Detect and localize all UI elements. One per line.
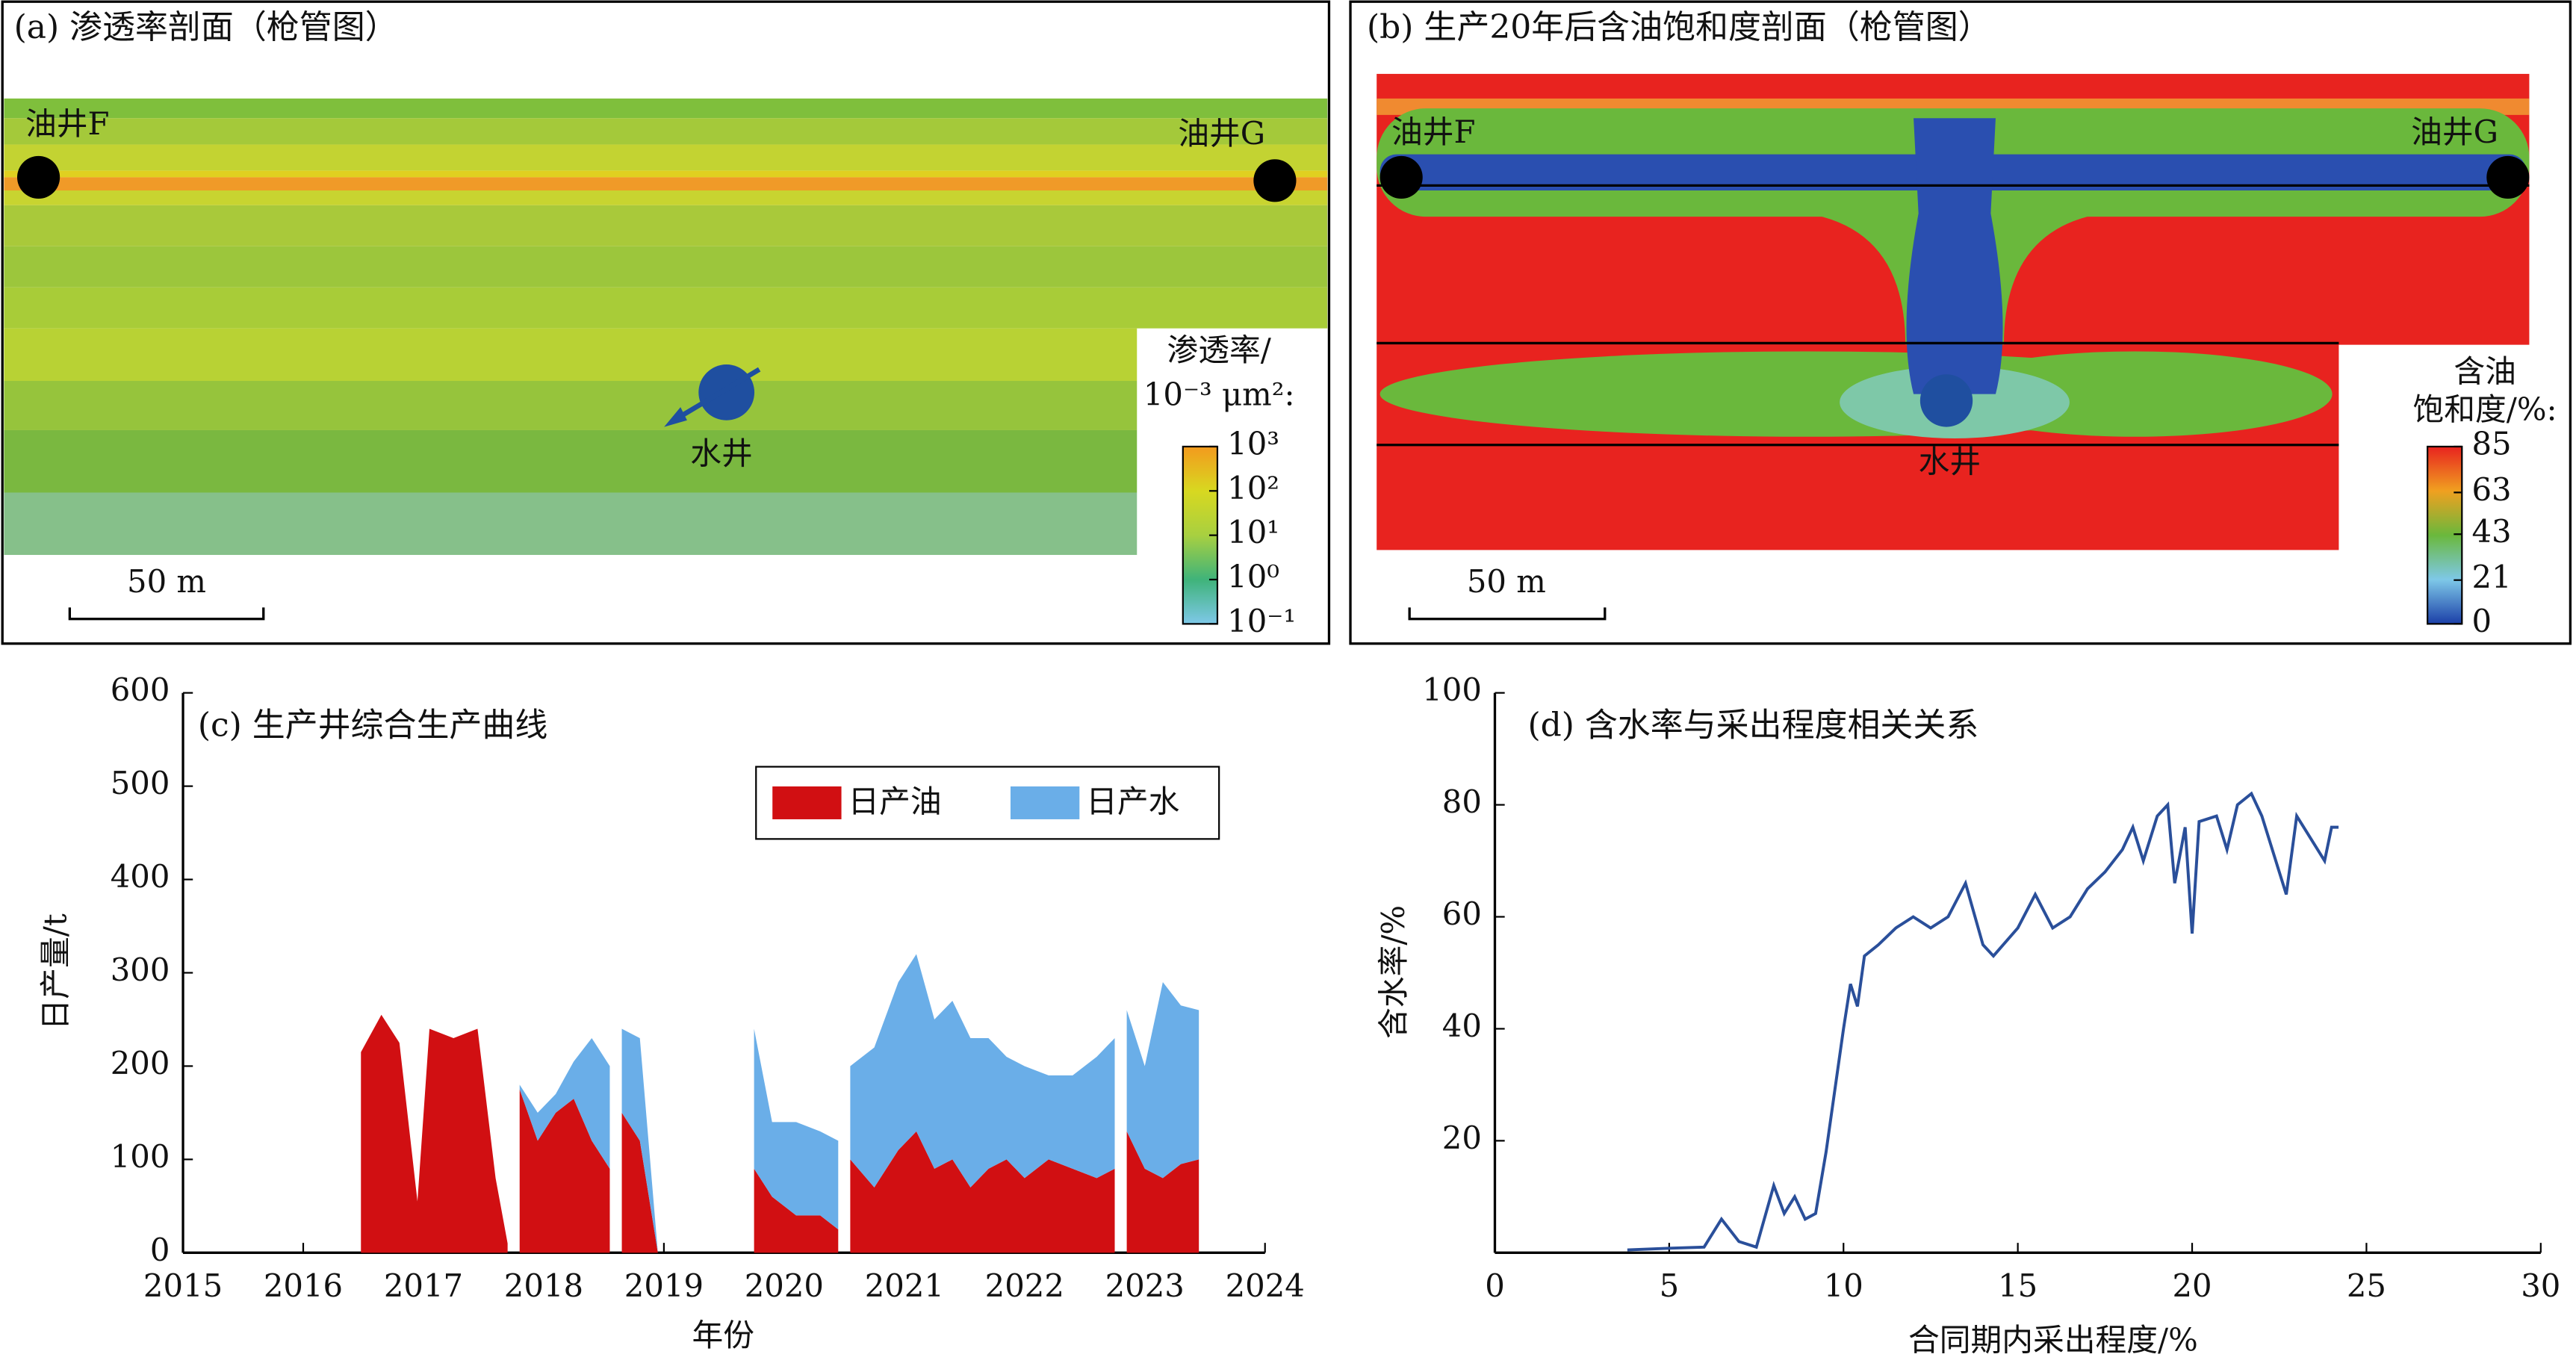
colorbar-tick-label: 10² [1227, 470, 1279, 506]
x-tick-label: 2020 [745, 1267, 824, 1304]
x-tick-label: 2023 [1105, 1267, 1185, 1304]
y-tick-label: 400 [111, 858, 170, 895]
x-tick-label: 25 [2347, 1267, 2386, 1304]
y-tick-label: 80 [1442, 783, 1482, 820]
colorbar-tick-label: 21 [2471, 559, 2511, 595]
y-tick-label: 100 [1422, 671, 1482, 708]
x-tick-label: 30 [2521, 1267, 2560, 1304]
y-tick-label: 20 [1442, 1120, 1482, 1156]
y-axis-label: 日产量/t [37, 913, 73, 1030]
panel-title: (c) 生产井综合生产曲线 [198, 706, 547, 744]
water-well-label: 水井 [690, 435, 752, 472]
well-f-label: 油井F [1391, 114, 1475, 150]
y-tick-label: 40 [1442, 1008, 1482, 1044]
x-tick-label: 5 [1660, 1267, 1680, 1304]
legend-label: 日产水 [1086, 783, 1179, 820]
x-tick-label: 2021 [865, 1267, 944, 1304]
well-g-label: 油井G [2411, 114, 2498, 150]
legend-swatch [772, 786, 842, 819]
x-tick-label: 2024 [1226, 1267, 1305, 1304]
x-tick-label: 2019 [624, 1267, 704, 1304]
colorbar-tick-label: 10⁻¹ [1227, 603, 1296, 639]
y-tick-label: 100 [111, 1138, 170, 1175]
x-tick-label: 2016 [264, 1267, 343, 1304]
well-f-label: 油井F [25, 105, 109, 142]
legend-label: 日产油 [848, 783, 941, 820]
scale-bar-label: 50 m [127, 563, 206, 600]
well-g-label: 油井G [1178, 115, 1265, 152]
colorbar-title: 饱和度/%: [2413, 391, 2557, 427]
y-tick-label: 500 [111, 765, 170, 801]
x-tick-label: 10 [1824, 1267, 1863, 1304]
x-tick-label: 2022 [985, 1267, 1064, 1304]
y-tick-label: 200 [111, 1045, 170, 1081]
x-tick-label: 2015 [143, 1267, 223, 1304]
colorbar-title: 渗透率/ [1167, 332, 1272, 368]
panel-title: (b) 生产20年后含油饱和度剖面（枪管图） [1367, 8, 1991, 46]
y-tick-label: 300 [111, 951, 170, 988]
x-tick-label: 2017 [384, 1267, 463, 1304]
colorbar-title: 含油 [2454, 353, 2516, 390]
colorbar-tick-label: 63 [2471, 471, 2511, 508]
y-tick-label: 0 [150, 1232, 170, 1268]
scale-bar-label: 50 m [1467, 563, 1546, 600]
water-well-label: 水井 [1919, 444, 1981, 480]
panel-a-image [1, 0, 1331, 645]
y-tick-label: 600 [111, 671, 170, 708]
y-axis-label: 含水率/% [1375, 905, 1412, 1039]
panel-title: (d) 含水率与采出程度相关关系 [1527, 706, 1978, 744]
x-axis-label: 合同期内采出程度/% [1908, 1322, 2198, 1359]
x-tick-label: 15 [1998, 1267, 2037, 1304]
colorbar-tick-label: 10¹ [1227, 514, 1279, 550]
panel-b-image [1349, 0, 2572, 645]
panel-title: (a) 渗透率剖面（枪管图） [14, 8, 398, 46]
legend-swatch [1010, 786, 1080, 819]
area [361, 1014, 1199, 1253]
x-tick-label: 0 [1485, 1267, 1505, 1304]
x-axis-label: 年份 [692, 1317, 755, 1353]
colorbar-tick-label: 43 [2471, 513, 2511, 550]
x-tick-label: 20 [2172, 1267, 2212, 1304]
colorbar [2427, 445, 2463, 625]
x-tick-label: 2018 [504, 1267, 583, 1304]
line [1627, 791, 2339, 1252]
colorbar-title: 10⁻³ μm²: [1143, 376, 1295, 412]
colorbar-tick-label: 10⁰ [1227, 559, 1279, 595]
area [361, 954, 1199, 1253]
colorbar-tick-label: 10³ [1227, 425, 1279, 462]
colorbar-tick-label: 85 [2471, 425, 2511, 462]
y-tick-label: 60 [1442, 895, 1482, 932]
colorbar-tick-label: 0 [2471, 603, 2492, 639]
